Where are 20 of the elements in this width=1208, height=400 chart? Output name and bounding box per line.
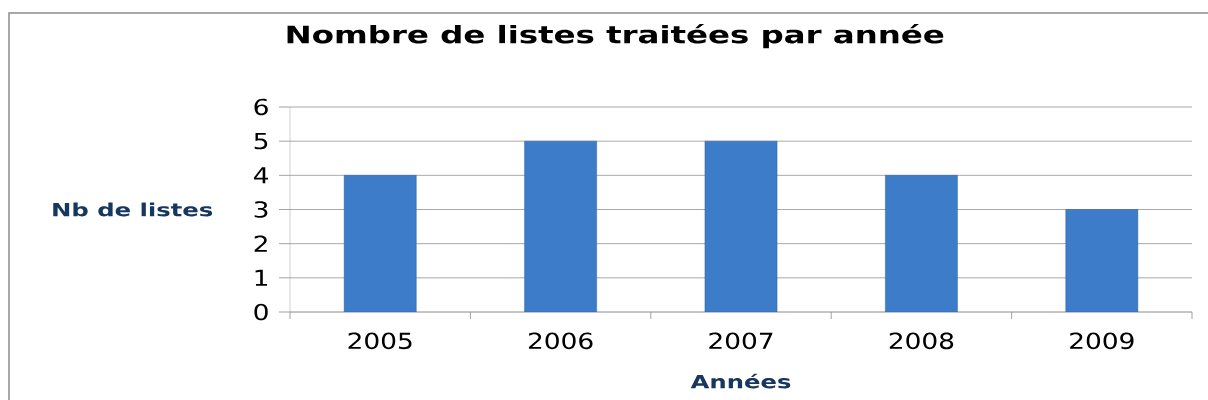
y-axis-title: Nb de listes (53, 202, 213, 217)
chart-title: Nombre de listes traitées par année (287, 23, 944, 49)
y-tick-label: 5 (254, 133, 268, 150)
y-tick-label: 1 (255, 269, 268, 286)
bar (524, 140, 597, 312)
y-tick-label: 4 (253, 167, 268, 184)
x-tick-label: 2007 (709, 332, 773, 350)
y-tick-label: 2 (254, 235, 267, 252)
x-axis-title: Années (690, 373, 791, 389)
y-tick-label: 3 (254, 201, 268, 218)
bar (343, 175, 417, 312)
x-tick-label: 2005 (348, 332, 412, 350)
bar (704, 140, 778, 312)
x-tick-label: 2006 (528, 332, 593, 350)
bar (885, 175, 958, 312)
x-tick-label: 2009 (1070, 332, 1134, 350)
y-tick-label: 6 (254, 98, 268, 116)
x-tick-label: 2008 (889, 332, 954, 350)
bar (1065, 209, 1139, 312)
y-tick-label: 0 (254, 303, 268, 321)
